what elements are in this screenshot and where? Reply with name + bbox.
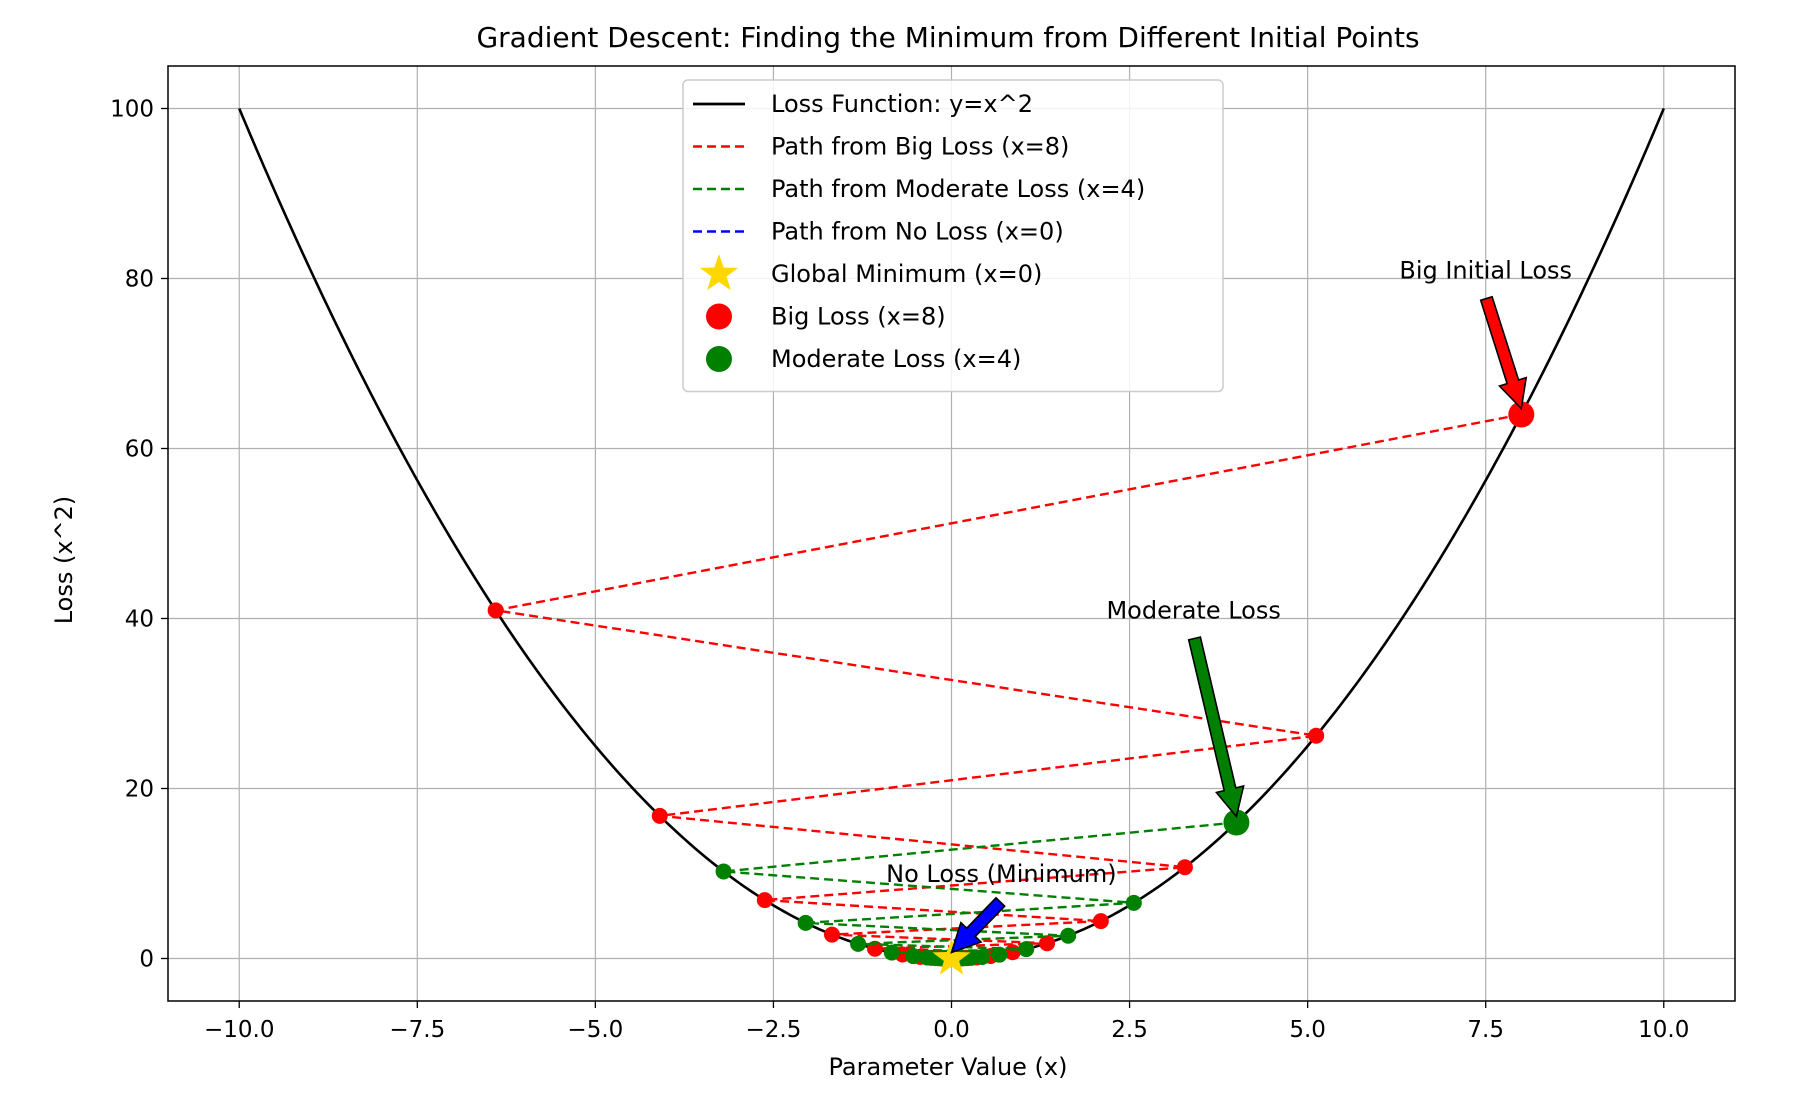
x-tick-label: −2.5	[746, 1017, 802, 1043]
annotation-arrow	[1479, 295, 1528, 411]
descent-path-point	[850, 935, 867, 952]
x-tick-label: −10.0	[204, 1017, 274, 1043]
x-axis-label: Parameter Value (x)	[829, 1053, 1068, 1081]
legend: Loss Function: y=x^2 Path from Big Loss (…	[682, 79, 1224, 393]
x-tick-label: 10.0	[1638, 1017, 1689, 1043]
y-axis-ticks: 0 20 40 60 80 100	[110, 97, 168, 973]
y-tick-label: 20	[125, 777, 154, 803]
descent-path-point	[823, 926, 840, 943]
legend-handle-circle	[706, 346, 732, 372]
legend-label: Loss Function: y=x^2	[771, 90, 1033, 118]
legend-label: Path from Moderate Loss (x=4)	[771, 175, 1145, 203]
descent-path-point	[651, 807, 668, 824]
legend-label: Path from No Loss (x=0)	[771, 218, 1064, 246]
y-axis-label: Loss (x^2)	[50, 496, 78, 625]
descent-path-line	[723, 821, 1237, 960]
x-axis-ticks: −10.0 −7.5 −5.0 −2.5 0.0 2.5 5.0 7.5 10.0	[204, 1001, 1689, 1043]
legend-label: Global Minimum (x=0)	[771, 260, 1042, 288]
descent-path-point	[1039, 935, 1056, 952]
descent-path-point	[905, 948, 922, 965]
legend-box	[682, 79, 1224, 393]
descent-path-point	[1004, 944, 1021, 961]
y-tick-label: 60	[125, 437, 154, 463]
legend-label: Path from Big Loss (x=8)	[771, 133, 1069, 161]
x-tick-label: −7.5	[389, 1017, 445, 1043]
descent-path-point	[715, 863, 732, 880]
y-tick-label: 40	[125, 607, 154, 633]
descent-path-point	[1018, 941, 1035, 958]
descent-path-point	[991, 946, 1008, 963]
y-tick-label: 100	[110, 97, 154, 123]
y-tick-label: 0	[139, 947, 154, 973]
global-minimum-star	[932, 938, 971, 975]
x-tick-label: 0.0	[933, 1017, 970, 1043]
descent-path-point	[883, 944, 900, 961]
x-tick-label: −5.0	[567, 1017, 623, 1043]
descent-path-point	[1125, 894, 1142, 911]
y-tick-label: 80	[125, 267, 154, 293]
x-tick-label: 2.5	[1111, 1017, 1148, 1043]
descent-path-point	[487, 602, 504, 619]
legend-label: Moderate Loss (x=4)	[771, 345, 1021, 373]
legend-label: Big Loss (x=8)	[771, 303, 946, 331]
initial-point-marker	[1508, 401, 1535, 428]
descent-path-point	[797, 914, 814, 931]
legend-handle-star	[699, 254, 739, 291]
annotation-text: No Loss (Minimum)	[886, 860, 1116, 888]
descent-path-point	[1060, 927, 1077, 944]
annotation-arrow	[1187, 636, 1245, 819]
annotation-text: Moderate Loss	[1106, 597, 1280, 625]
annotation-text: Big Initial Loss	[1399, 257, 1572, 285]
annotations-layer: Big Initial Loss Moderate Loss No Loss (Mi…	[886, 257, 1572, 954]
markers-layer	[932, 401, 1535, 975]
descent-path-point	[1176, 859, 1193, 876]
annotation-arrow	[950, 896, 1006, 954]
chart-title: Gradient Descent: Finding the Minimum fr…	[476, 21, 1419, 54]
x-tick-label: 7.5	[1467, 1017, 1504, 1043]
x-tick-label: 5.0	[1289, 1017, 1326, 1043]
descent-path-point	[756, 892, 773, 909]
descent-path-point	[1308, 727, 1325, 744]
descent-path-point	[1092, 913, 1109, 930]
initial-point-marker	[1223, 809, 1250, 836]
legend-handle-circle	[706, 303, 732, 330]
